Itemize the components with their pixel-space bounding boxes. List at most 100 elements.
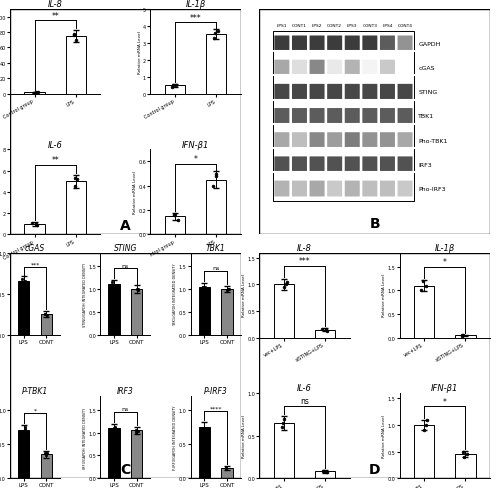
Point xyxy=(280,415,288,423)
Point xyxy=(222,464,230,472)
FancyBboxPatch shape xyxy=(398,109,412,124)
Bar xyxy=(41,454,52,478)
Point xyxy=(458,332,466,340)
Point xyxy=(222,464,230,472)
Point xyxy=(210,183,218,190)
Text: TBK1: TBK1 xyxy=(418,114,434,119)
Text: ns: ns xyxy=(212,265,220,270)
Point xyxy=(44,449,52,457)
Text: *: * xyxy=(34,407,36,412)
Y-axis label: Relative mRNA Level: Relative mRNA Level xyxy=(138,31,141,74)
Bar xyxy=(274,285,294,338)
FancyBboxPatch shape xyxy=(380,37,395,52)
Bar xyxy=(18,282,30,335)
Point xyxy=(42,310,50,318)
Text: Pho-IRF3: Pho-IRF3 xyxy=(418,186,446,192)
Point xyxy=(30,89,38,97)
FancyBboxPatch shape xyxy=(398,85,412,101)
Bar xyxy=(198,287,210,335)
Point xyxy=(134,285,142,293)
Bar xyxy=(108,285,120,335)
Point xyxy=(18,275,26,283)
FancyBboxPatch shape xyxy=(380,85,395,101)
Text: LPS1: LPS1 xyxy=(276,24,287,28)
Point xyxy=(212,173,220,181)
Point xyxy=(210,35,218,42)
FancyBboxPatch shape xyxy=(310,109,324,124)
Point xyxy=(134,427,142,435)
Point xyxy=(211,30,219,38)
FancyBboxPatch shape xyxy=(398,61,412,77)
FancyBboxPatch shape xyxy=(362,181,378,197)
Point xyxy=(72,176,80,183)
Text: A: A xyxy=(120,219,131,233)
FancyBboxPatch shape xyxy=(345,157,360,173)
FancyBboxPatch shape xyxy=(310,85,324,101)
Y-axis label: TBK1/GAPDH INTEGRATED DENSITY: TBK1/GAPDH INTEGRATED DENSITY xyxy=(174,263,178,325)
FancyBboxPatch shape xyxy=(345,85,360,101)
FancyBboxPatch shape xyxy=(327,37,342,52)
Point xyxy=(417,287,425,295)
Point xyxy=(41,310,49,318)
FancyBboxPatch shape xyxy=(274,61,289,77)
FancyBboxPatch shape xyxy=(274,157,289,173)
Text: Pho-TBK1: Pho-TBK1 xyxy=(418,139,448,143)
Point xyxy=(20,279,28,286)
FancyBboxPatch shape xyxy=(292,181,307,197)
Point xyxy=(174,217,182,224)
Point xyxy=(20,423,28,431)
Point xyxy=(460,331,468,339)
Title: P-TBK1: P-TBK1 xyxy=(22,386,48,396)
Y-axis label: IRF3/GAPDH INTEGRATED DENSITY: IRF3/GAPDH INTEGRATED DENSITY xyxy=(83,407,87,468)
Bar xyxy=(222,289,233,335)
Bar xyxy=(131,430,142,478)
Text: ns: ns xyxy=(122,407,129,411)
Point xyxy=(422,282,430,290)
Bar xyxy=(41,314,52,335)
FancyBboxPatch shape xyxy=(327,157,342,173)
Text: CONT1: CONT1 xyxy=(292,24,307,28)
Point xyxy=(18,428,26,436)
Bar xyxy=(414,425,434,478)
Text: CONT3: CONT3 xyxy=(362,24,378,28)
Bar xyxy=(131,289,142,335)
FancyBboxPatch shape xyxy=(327,85,342,101)
Bar xyxy=(66,37,86,95)
Text: *: * xyxy=(443,257,446,266)
Point xyxy=(111,424,119,431)
Text: ***: *** xyxy=(298,257,310,265)
Point xyxy=(172,210,179,218)
Point xyxy=(34,89,42,97)
Point xyxy=(462,450,470,458)
Point xyxy=(324,468,332,476)
Bar xyxy=(206,35,227,95)
FancyBboxPatch shape xyxy=(380,133,395,149)
Bar xyxy=(414,286,434,338)
Point xyxy=(32,221,40,228)
Point xyxy=(168,82,176,90)
Title: TBK1: TBK1 xyxy=(206,243,226,252)
FancyBboxPatch shape xyxy=(380,181,395,197)
Point xyxy=(172,81,179,89)
Bar xyxy=(273,32,414,201)
FancyBboxPatch shape xyxy=(398,181,412,197)
Bar xyxy=(455,336,475,338)
Y-axis label: Relative mRNA Level: Relative mRNA Level xyxy=(242,414,246,457)
Y-axis label: STING/GAPDH INTEGRATED DENSITY: STING/GAPDH INTEGRATED DENSITY xyxy=(83,262,87,326)
Text: **: ** xyxy=(52,12,59,20)
FancyBboxPatch shape xyxy=(345,181,360,197)
FancyBboxPatch shape xyxy=(345,37,360,52)
Point xyxy=(212,170,220,178)
Text: CONT4: CONT4 xyxy=(398,24,412,28)
FancyBboxPatch shape xyxy=(362,133,378,149)
Point xyxy=(20,278,28,285)
Title: IL-1β: IL-1β xyxy=(434,243,455,252)
Text: B: B xyxy=(370,217,380,230)
Point xyxy=(423,416,431,424)
FancyBboxPatch shape xyxy=(274,37,289,52)
Point xyxy=(214,28,222,36)
Point xyxy=(224,285,232,293)
Point xyxy=(132,428,140,436)
Y-axis label: P-IRF3/GAPDH INTEGRATED DENSITY: P-IRF3/GAPDH INTEGRATED DENSITY xyxy=(174,405,178,469)
Bar xyxy=(274,423,294,478)
